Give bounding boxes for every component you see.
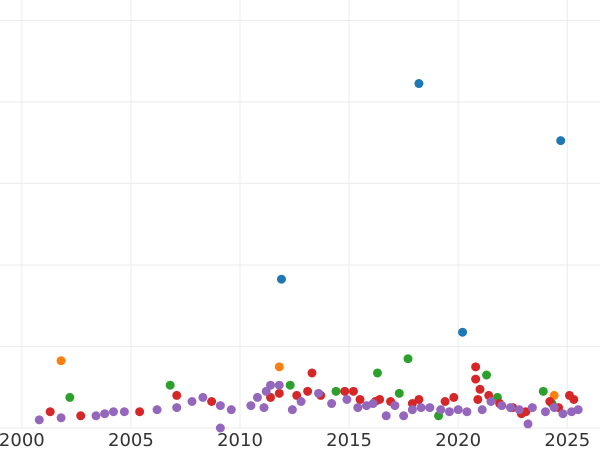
data-point [353, 403, 363, 413]
data-point [390, 401, 400, 411]
data-point [108, 407, 118, 417]
data-point [416, 403, 426, 413]
data-point [414, 394, 424, 404]
data-point [355, 394, 365, 404]
data-point [477, 405, 487, 415]
data-point [348, 386, 358, 396]
data-point [399, 411, 409, 421]
data-point [444, 407, 454, 417]
data-point [540, 407, 550, 417]
data-point [340, 386, 350, 396]
data-point [215, 423, 225, 433]
data-point [523, 419, 533, 429]
data-point [215, 401, 225, 411]
data-point [331, 386, 341, 396]
data-point [172, 390, 182, 400]
data-point [414, 79, 424, 89]
data-point [274, 380, 284, 390]
data-point [314, 388, 324, 398]
data-point [207, 397, 217, 407]
data-point [368, 399, 378, 409]
x-tick-label: 2005 [108, 430, 154, 450]
series-4 [34, 380, 583, 433]
data-point [449, 392, 459, 402]
data-point [303, 386, 313, 396]
data-point [56, 413, 66, 423]
data-point [187, 397, 197, 407]
x-tick-label: 2015 [326, 430, 372, 450]
data-point [252, 392, 262, 402]
data-point [549, 403, 559, 413]
data-point [56, 356, 66, 366]
data-point [307, 368, 317, 378]
data-point [403, 354, 413, 364]
data-point [471, 362, 481, 372]
data-point [259, 403, 269, 413]
data-point [407, 405, 417, 415]
data-point [473, 394, 483, 404]
data-point [471, 374, 481, 384]
data-point [458, 327, 468, 337]
data-point [100, 409, 110, 419]
x-tick-label: 2025 [544, 430, 590, 450]
data-point [285, 380, 295, 390]
data-point [34, 415, 44, 425]
data-point [440, 397, 450, 407]
x-tick-labels: 2000 2005 2010 2015 2020 2025 [0, 430, 590, 450]
data-point [274, 388, 284, 398]
data-point [436, 405, 446, 415]
data-point [556, 136, 566, 146]
data-point [482, 370, 492, 380]
data-point [558, 409, 568, 419]
data-point [135, 407, 145, 417]
data-point [91, 411, 101, 421]
data-point [266, 380, 276, 390]
grid-layer [0, 0, 600, 429]
data-point [475, 384, 485, 394]
data-point [165, 380, 175, 390]
data-point [76, 411, 86, 421]
data-point [276, 274, 286, 284]
data-point [569, 394, 579, 404]
data-point [246, 401, 256, 411]
x-tick-label: 2010 [217, 430, 263, 450]
data-point [45, 407, 55, 417]
series-0 [276, 79, 566, 337]
data-point [394, 388, 404, 398]
x-tick-label: 2020 [435, 430, 481, 450]
data-point [573, 405, 583, 415]
data-point [65, 392, 75, 402]
data-point [172, 403, 182, 413]
data-point [514, 405, 524, 415]
data-point [381, 411, 391, 421]
data-point [372, 368, 382, 378]
data-point [274, 362, 284, 372]
series-layer [34, 79, 583, 433]
data-point [538, 386, 548, 396]
data-point [327, 399, 337, 409]
data-point [506, 403, 516, 413]
data-point [486, 397, 496, 407]
data-point [425, 403, 435, 413]
data-point [342, 394, 352, 404]
data-point [226, 405, 236, 415]
data-point [527, 403, 537, 413]
data-point [287, 405, 297, 415]
data-point [375, 394, 385, 404]
data-point [296, 397, 306, 407]
data-point [462, 407, 472, 417]
data-point [453, 405, 463, 415]
x-tick-label: 2000 [0, 430, 45, 450]
data-point [198, 392, 208, 402]
data-point [497, 401, 507, 411]
data-point [119, 407, 129, 417]
data-point [152, 405, 162, 415]
